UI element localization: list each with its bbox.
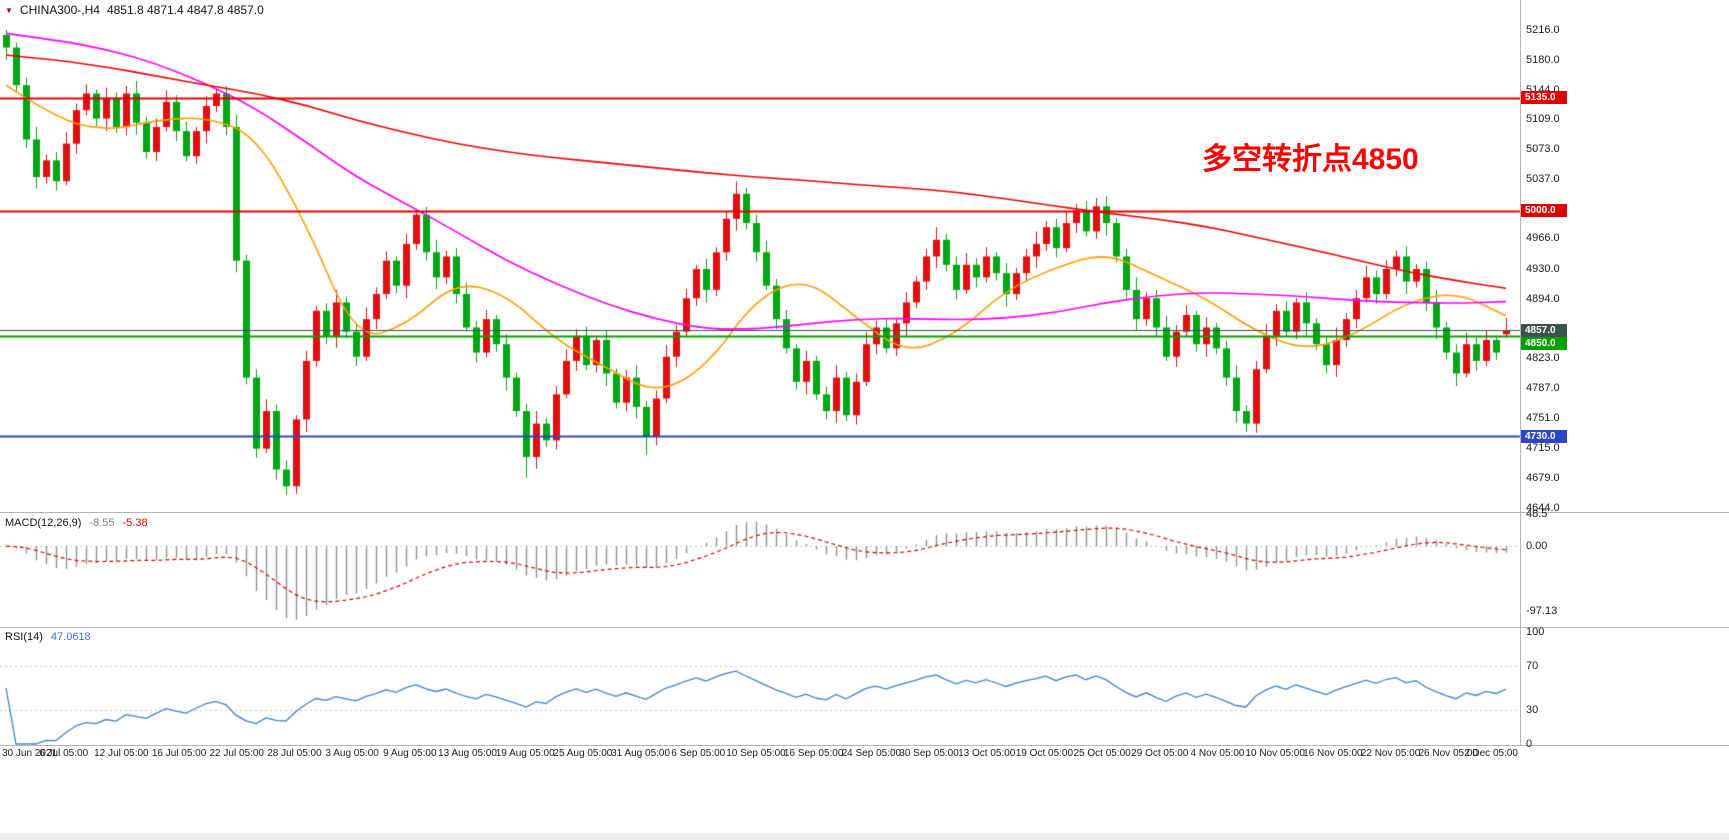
- time-tick-label: 22 Nov 05:00: [1360, 748, 1421, 759]
- rsi-value: 47.0618: [50, 631, 91, 643]
- symbol-info-bar: ▼ CHINA300-,H4 4851.8 4871.4 4847.8 4857…: [5, 3, 264, 17]
- pane-divider[interactable]: [0, 627, 1729, 628]
- axis-divider: [1520, 0, 1521, 746]
- horizontal-scrollbar[interactable]: [0, 833, 1729, 840]
- price-tick-label: 5109.0: [1526, 112, 1560, 125]
- time-tick-label: 6 Jul 05:00: [39, 748, 89, 759]
- time-tick-label: 13 Oct 05:00: [958, 748, 1016, 759]
- time-tick-label: 22 Jul 05:00: [209, 748, 265, 759]
- time-tick-label: 29 Oct 05:00: [1131, 748, 1189, 759]
- price-line-tag: 5000.0: [1521, 204, 1567, 217]
- price-tick-label: 5037.0: [1526, 173, 1560, 186]
- rsi-tick-label: 0: [1526, 738, 1533, 750]
- time-tick-label: 25 Aug 05:00: [553, 748, 613, 759]
- time-tick-label: 4 Nov 05:00: [1190, 748, 1245, 759]
- price-line-tag: 4730.0: [1521, 429, 1567, 443]
- time-tick-label: 24 Sep 05:00: [841, 748, 902, 759]
- macd-pane[interactable]: [0, 513, 1520, 627]
- price-tick-label: 4679.0: [1526, 472, 1560, 485]
- time-tick-label: 30 Sep 05:00: [899, 748, 959, 759]
- price-axis[interactable]: 5216.0 5180.0 5144.0 5109.0 5073.0 5037.0 4966…: [1521, 0, 1729, 750]
- rsi-title: RSI(14): [5, 631, 43, 643]
- price-tick-label: 4787.0: [1526, 382, 1560, 394]
- price-tick-label: 5073.0: [1526, 143, 1560, 155]
- macd-label: MACD(12,26,9) -8.55 -5.38: [5, 517, 148, 529]
- macd-tick-label: 48.5: [1526, 507, 1548, 520]
- time-tick-label: 19 Aug 05:00: [495, 748, 555, 759]
- time-tick-label: 13 Aug 05:00: [438, 748, 497, 759]
- symbol-marker-icon: ▼: [5, 5, 13, 15]
- price-tick-label: 5180.0: [1526, 53, 1560, 66]
- macd-signal-value: -5.38: [122, 517, 148, 529]
- time-tick-label: 28 Jul 05:00: [267, 748, 322, 759]
- rsi-tick-label: 30: [1526, 704, 1539, 717]
- macd-tick-label: 0.00: [1526, 540, 1548, 553]
- time-tick-label: 10 Sep 05:00: [726, 748, 786, 759]
- price-line-tag: 4850.0: [1521, 336, 1567, 350]
- symbol-timeframe-label: CHINA300-,H4: [19, 3, 100, 17]
- price-line-tag: 5135.0: [1521, 91, 1567, 105]
- price-tick-label: 4644.0: [1526, 501, 1560, 514]
- time-tick-label: 3 Aug 05:00: [325, 748, 379, 759]
- ohlc-values: 4851.8 4871.4 4847.8 4857.0: [106, 3, 264, 17]
- time-tick-label: 25 Oct 05:00: [1073, 748, 1131, 759]
- price-tick-label: 5216.0: [1526, 23, 1560, 36]
- time-tick-label: 16 Sep 05:00: [783, 748, 844, 759]
- time-tick-label: 6 Sep 05:00: [671, 748, 726, 759]
- price-tick-label: 4751.0: [1526, 412, 1560, 425]
- price-line-tag: 4857.0: [1521, 323, 1567, 337]
- price-tick-label: 4930.0: [1526, 262, 1560, 275]
- time-tick-label: 31 Aug 05:00: [611, 748, 671, 759]
- rsi-tick-label: 70: [1526, 659, 1539, 672]
- main-chart-pane[interactable]: [0, 0, 1520, 512]
- time-tick-label: 30 Jun 2021: [2, 748, 58, 759]
- macd-title: MACD(12,26,9): [5, 517, 82, 529]
- rsi-label: RSI(14) 47.0618: [5, 631, 91, 643]
- rsi-pane[interactable]: [0, 628, 1520, 745]
- time-tick-label: 16 Nov 05:00: [1303, 748, 1363, 759]
- time-tick-label: 12 Jul 05:00: [94, 748, 149, 759]
- time-tick-label: 16 Jul 05:00: [151, 748, 207, 759]
- price-tick-label: 4715.0: [1526, 442, 1560, 455]
- price-tick-label: 4966.0: [1526, 232, 1560, 245]
- rsi-tick-label: 100: [1526, 626, 1545, 638]
- time-tick-label: 9 Aug 05:00: [383, 748, 437, 759]
- time-tick-label: 10 Nov 05:00: [1245, 748, 1305, 759]
- pane-divider[interactable]: [0, 745, 1729, 746]
- time-axis[interactable]: 30 Jun 2021 6 Jul 05:00 12 Jul 05:00 16 Jul…: [0, 747, 1729, 762]
- time-tick-label: 26 Nov 05:00: [1418, 748, 1479, 759]
- macd-tick-label: -97.13: [1526, 604, 1558, 617]
- time-tick-label: 2 Dec 05:00: [1464, 748, 1518, 759]
- pane-divider[interactable]: [0, 512, 1729, 513]
- macd-value: -8.55: [89, 517, 115, 529]
- price-tick-label: 4823.0: [1526, 351, 1560, 364]
- annotation-text[interactable]: 多空转折点4850: [1202, 143, 1419, 176]
- time-tick-label: 19 Oct 05:00: [1015, 748, 1074, 759]
- price-tick-label: 4894.0: [1526, 292, 1560, 305]
